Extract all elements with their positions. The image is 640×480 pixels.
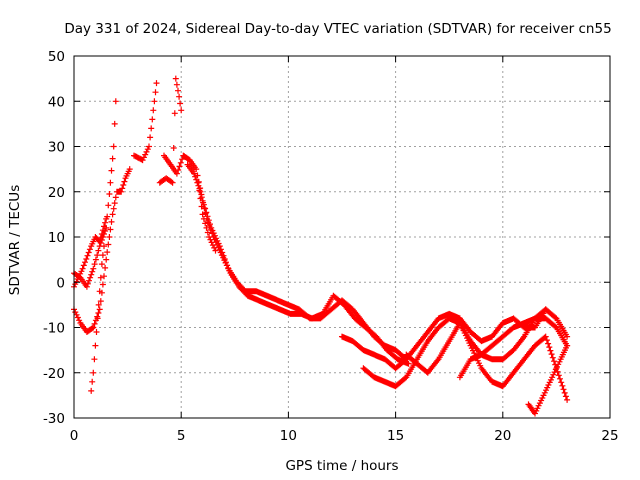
series-track-12: [403, 320, 571, 403]
y-tick-label: 20: [48, 185, 65, 201]
x-tick-label: 25: [601, 428, 618, 444]
axis-ticks: 0 5 10 15 20 25 -30 -20 -10 0 10 20 30 40 50: [43, 49, 619, 444]
series-markers: [525, 342, 571, 417]
series-markers: [195, 179, 219, 254]
y-tick-label: 50: [48, 49, 65, 65]
y-tick-label: 0: [56, 275, 65, 291]
x-axis-label: GPS time / hours: [285, 458, 398, 474]
data-points: [71, 75, 571, 417]
series-markers: [156, 75, 185, 186]
series-track-6: [156, 75, 185, 186]
x-tick-label: 10: [280, 428, 297, 444]
y-tick-label: 30: [48, 140, 65, 156]
y-tick-label: 40: [48, 94, 65, 110]
series-markers: [184, 161, 412, 367]
y-axis-label: SDTVAR / TECUs: [7, 185, 23, 295]
series-markers: [131, 80, 160, 164]
chart-title: Day 331 of 2024, Sidereal Day-to-day VTE…: [64, 21, 611, 37]
series-track-8: [184, 161, 412, 367]
y-tick-label: -30: [43, 411, 65, 427]
y-tick-label: 10: [48, 230, 65, 246]
series-track-4: [88, 243, 107, 394]
x-tick-label: 20: [494, 428, 511, 444]
series-markers: [403, 320, 571, 403]
series-track-14: [525, 342, 571, 417]
y-tick-label: -10: [43, 321, 65, 337]
x-tick-label: 15: [387, 428, 404, 444]
series-track-5: [131, 80, 160, 164]
x-tick-label: 5: [177, 428, 186, 444]
series-track-9: [195, 179, 219, 254]
series-track-2: [71, 98, 119, 290]
series-track-13: [456, 315, 571, 381]
y-tick-label: -20: [43, 366, 65, 382]
series-markers: [88, 243, 107, 394]
x-tick-label: 0: [70, 428, 79, 444]
series-markers: [456, 315, 571, 381]
series-markers: [71, 98, 119, 290]
